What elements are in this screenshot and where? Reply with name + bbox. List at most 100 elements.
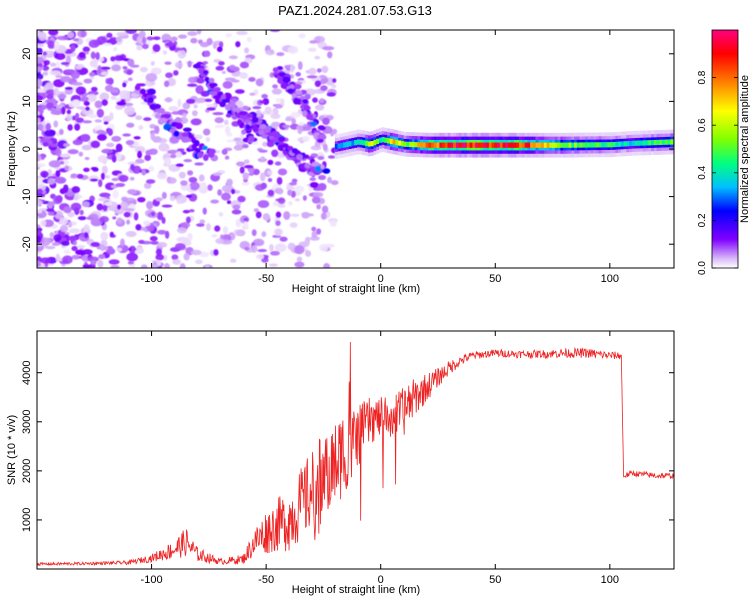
spectrogram-noise-cell (72, 139, 83, 146)
spectrogram-noise-cell (226, 200, 232, 205)
spectrogram-noise-cell (190, 37, 198, 44)
spectrogram-feature-cell (139, 88, 147, 95)
spectrogram-noise-cell (293, 185, 305, 193)
spectrogram-band-cell (491, 142, 495, 148)
spectrogram-noise-cell (241, 181, 250, 186)
spectrogram-noise-cell (97, 134, 107, 141)
spectrogram-noise-cell (196, 30, 202, 35)
spectrogram-noise-cell (163, 80, 170, 88)
spectrogram-noise-cell (81, 201, 90, 208)
spectrogram-noise-cell (309, 181, 319, 189)
spectrogram-noise-cell (263, 256, 269, 260)
spectrogram-noise-cell (322, 143, 328, 151)
spectrogram-noise-cell (202, 128, 211, 136)
spectrogram-noise-cell (248, 77, 256, 82)
spectrogram-feature-cell (318, 174, 327, 181)
spectrogram-noise-cell (48, 30, 59, 36)
snr-panel: -100 -50 0 50 100 1000 2000 3000 4000 Height of… (6, 330, 675, 596)
spectrogram-noise-cell (222, 226, 229, 235)
spectrogram-band-cell (466, 142, 470, 148)
spectrogram-feature-cell (302, 110, 308, 118)
spectrogram-noise-cell (239, 166, 245, 174)
spectrogram-noise-cell (277, 203, 286, 208)
spectrogram-noise-cell (275, 211, 282, 219)
spectrogram-noise-cell (80, 133, 91, 142)
spectrogram-noise-cell (103, 246, 109, 251)
spectrogram-band-cell (590, 142, 594, 148)
spectrogram-feature-cell (252, 125, 259, 132)
spectrogram-noise-cell (123, 211, 131, 218)
spectrogram-noise-cell (170, 36, 178, 42)
spectrogram-noise-cell (211, 234, 218, 238)
spectrogram-noise-cell (185, 216, 192, 224)
spectrogram-noise-cell (49, 232, 55, 238)
spectrogram-noise-cell (331, 84, 337, 89)
spectrogram-noise-cell (307, 47, 317, 52)
spectrogram-band-cell (557, 142, 561, 148)
spectrogram-noise-cell (270, 113, 281, 120)
spectrogram-noise-cell (309, 40, 318, 44)
spectrogram-noise (37, 30, 339, 268)
spectrogram-noise-cell (76, 106, 86, 110)
spectrogram-noise-cell (131, 245, 136, 254)
spectrogram-noise-cell (88, 39, 100, 48)
spectrogram-noise-cell (187, 233, 193, 241)
spectrogram-noise-cell (193, 104, 198, 109)
spectrogram-noise-cell (145, 149, 153, 156)
spectrogram-noise-cell (72, 240, 77, 246)
spectrogram-noise-cell (226, 132, 233, 137)
spectrogram-noise-cell (83, 167, 90, 172)
spectrogram-noise-cell (255, 211, 262, 219)
spectrogram-feature-cell (192, 63, 201, 69)
spectrogram-feature-cell (316, 134, 326, 140)
spectrogram-band-cell (645, 140, 649, 146)
spectrogram-noise-cell (221, 192, 231, 201)
spectrogram-noise-cell (67, 211, 75, 218)
spectrogram-noise-cell (214, 117, 224, 124)
spectrogram-noise-cell (218, 41, 224, 49)
spectrogram-noise-cell (261, 93, 268, 99)
spectrogram-feature-cell (246, 113, 254, 119)
spectrogram-noise-cell (155, 197, 163, 202)
spectrogram-band-cell (409, 141, 413, 148)
spectrogram-band-cell (337, 143, 341, 149)
spectrogram-noise-cell (103, 121, 109, 125)
spectrogram-feature-cell (293, 97, 300, 105)
spectrogram-noise-cell (46, 102, 54, 109)
spectrogram-noise-cell (87, 93, 97, 103)
spectrogram-band-cell (392, 139, 396, 145)
spectrogram-noise-cell (97, 259, 104, 268)
spectrogram-feature-cell (213, 86, 221, 93)
spectrogram-band-cell (502, 142, 506, 148)
spectrogram-noise-cell (268, 263, 279, 267)
spectrogram-y-tick-label: 10 (21, 95, 33, 107)
spectrogram-noise-cell (135, 158, 145, 164)
spectrogram-noise-cell (110, 95, 117, 100)
spectrogram-y-tick-label: 20 (21, 48, 33, 60)
spectrogram-band-cell (469, 142, 473, 148)
spectrogram-noise-cell (47, 211, 55, 216)
spectrogram-noise-cell (101, 148, 113, 154)
spectrogram-noise-cell (155, 248, 162, 256)
spectrogram-noise-cell (321, 205, 329, 214)
spectrogram-band-cell (554, 142, 558, 148)
spectrogram-noise-cell (143, 182, 152, 190)
spectrogram-noise-cell (133, 136, 141, 140)
spectrogram-noise-cell (275, 98, 282, 103)
spectrogram-noise-cell (76, 244, 86, 249)
spectrogram-noise-cell (65, 114, 73, 122)
spectrogram-band-cell (480, 142, 484, 148)
spectrogram-noise-cell (122, 66, 128, 70)
spectrogram-noise-cell (122, 133, 131, 137)
spectrogram-noise-cell (63, 249, 71, 255)
spectrogram-feature-cell (197, 152, 204, 159)
spectrogram-noise-cell (45, 89, 57, 96)
spectrogram-noise-cell (125, 30, 137, 34)
spectrogram-noise-cell (122, 82, 127, 88)
spectrogram-y-axis-label: Frequency (Hz) (6, 111, 18, 187)
spectrogram-noise-cell (125, 139, 135, 146)
spectrogram-image (37, 30, 674, 268)
spectrogram-band-cell (609, 142, 613, 148)
spectrogram-noise-cell (55, 169, 61, 178)
spectrogram-noise-cell (207, 184, 213, 191)
